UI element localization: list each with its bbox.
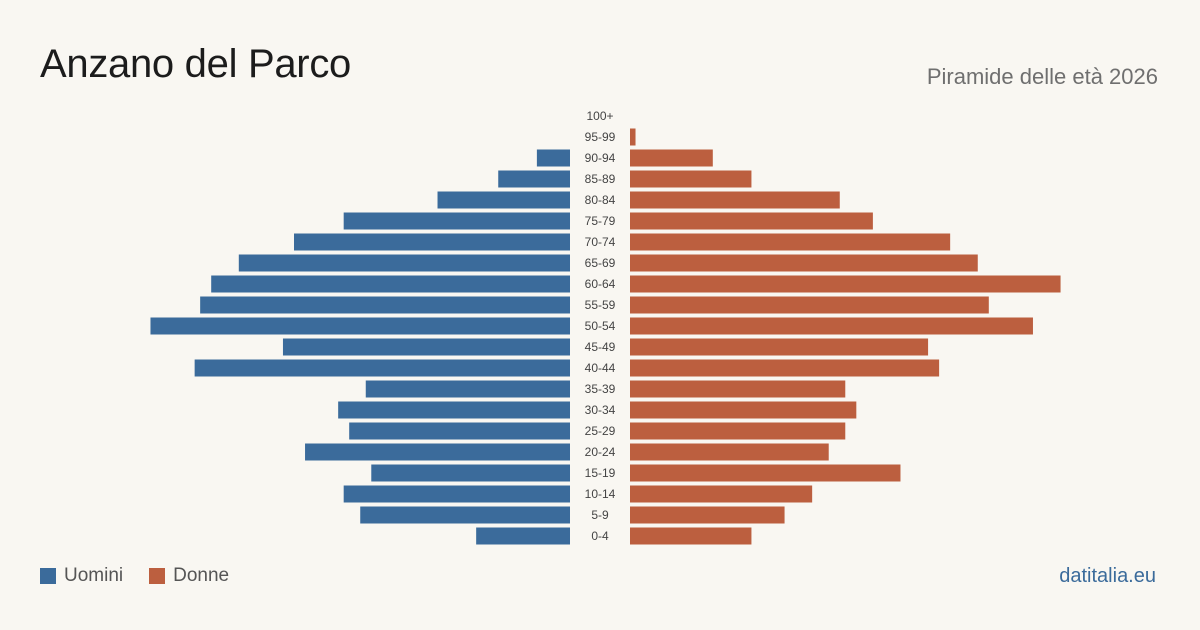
- bar-female-20-24: [630, 443, 829, 461]
- age-label-35-39: 35-39: [585, 382, 616, 396]
- age-label-45-49: 45-49: [585, 340, 616, 354]
- age-label-25-29: 25-29: [585, 424, 616, 438]
- bar-male-90-94: [536, 149, 570, 167]
- legend-swatch-female: [149, 568, 166, 584]
- age-label-30-34: 30-34: [585, 403, 616, 417]
- bar-male-85-89: [498, 170, 570, 188]
- bar-female-80-84: [630, 191, 840, 209]
- bar-female-5-9: [630, 506, 785, 524]
- bar-female-0-4: [630, 527, 752, 545]
- legend-label-female: Donne: [173, 565, 230, 586]
- bar-male-40-44: [194, 359, 570, 377]
- bar-female-40-44: [630, 359, 940, 377]
- age-label-0-4: 0-4: [591, 529, 609, 543]
- bar-female-65-69: [630, 254, 978, 272]
- age-label-80-84: 80-84: [585, 193, 616, 207]
- bar-male-30-34: [338, 401, 570, 419]
- age-label-50-54: 50-54: [585, 319, 616, 333]
- bar-male-80-84: [437, 191, 570, 209]
- age-label-90-94: 90-94: [585, 151, 616, 165]
- bar-male-55-59: [200, 296, 570, 314]
- age-label-70-74: 70-74: [585, 235, 616, 249]
- bar-male-50-54: [150, 317, 571, 335]
- bar-male-35-39: [365, 380, 570, 398]
- age-label-95-99: 95-99: [585, 130, 616, 144]
- bar-male-45-49: [282, 338, 570, 356]
- age-label-10-14: 10-14: [585, 487, 616, 501]
- bar-male-20-24: [305, 443, 570, 461]
- legend-swatch-male: [40, 568, 56, 584]
- bar-female-75-79: [630, 212, 873, 230]
- bar-female-90-94: [630, 149, 713, 167]
- bar-female-45-49: [630, 338, 929, 356]
- bar-male-0-4: [476, 527, 570, 545]
- bar-male-75-79: [343, 212, 570, 230]
- male-bars: [150, 149, 571, 545]
- age-label-15-19: 15-19: [585, 466, 616, 480]
- bar-female-55-59: [630, 296, 989, 314]
- age-label-100+: 100+: [586, 109, 613, 123]
- bar-male-70-74: [294, 233, 570, 251]
- bar-female-35-39: [630, 380, 846, 398]
- chart-title: Anzano del Parco: [40, 42, 351, 86]
- bar-female-60-64: [630, 275, 1061, 293]
- age-label-5-9: 5-9: [591, 508, 609, 522]
- bar-female-30-34: [630, 401, 857, 419]
- bar-male-65-69: [238, 254, 571, 272]
- bar-male-10-14: [343, 485, 570, 503]
- bar-female-25-29: [630, 422, 846, 440]
- bar-male-60-64: [211, 275, 570, 293]
- bar-female-70-74: [630, 233, 951, 251]
- legend-item-female: Donne: [149, 565, 229, 587]
- bar-female-15-19: [630, 464, 901, 482]
- age-labels: 100+ 95-99 90-94 85-89 80-84 75-79 70-74 65-69 6…: [585, 109, 616, 543]
- source-link[interactable]: datitalia.eu: [1059, 565, 1156, 587]
- bar-male-5-9: [360, 506, 570, 524]
- legend: Uomini Donne: [40, 565, 255, 587]
- bar-female-85-89: [630, 170, 752, 188]
- age-label-20-24: 20-24: [585, 445, 616, 459]
- bar-female-50-54: [630, 317, 1033, 335]
- bar-male-15-19: [371, 464, 570, 482]
- age-label-55-59: 55-59: [585, 298, 616, 312]
- age-label-40-44: 40-44: [585, 361, 616, 375]
- bar-male-25-29: [349, 422, 570, 440]
- bar-female-10-14: [630, 485, 813, 503]
- bar-female-95-99: [630, 128, 636, 146]
- female-bars: [630, 128, 1061, 545]
- legend-item-male: Uomini: [40, 565, 123, 587]
- chart-subtitle: Piramide delle età 2026: [926, 64, 1158, 89]
- age-label-85-89: 85-89: [585, 172, 616, 186]
- age-label-60-64: 60-64: [585, 277, 616, 291]
- legend-label-male: Uomini: [64, 565, 124, 586]
- age-label-65-69: 65-69: [585, 256, 616, 270]
- age-label-75-79: 75-79: [585, 214, 616, 228]
